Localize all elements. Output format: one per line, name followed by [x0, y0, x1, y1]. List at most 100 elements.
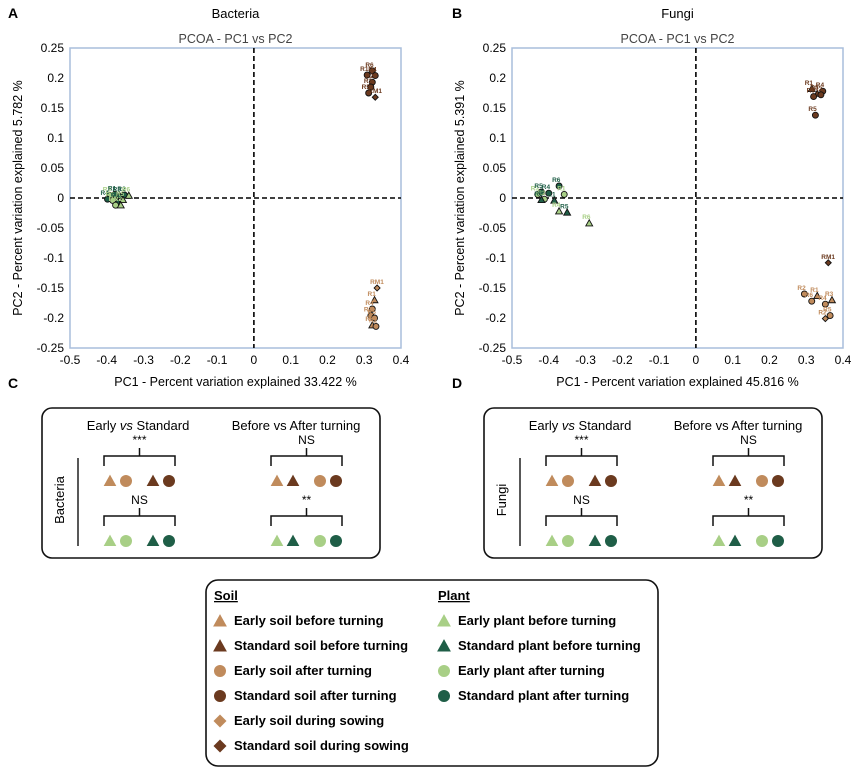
point-label: R4 — [368, 67, 377, 74]
y-tick-label: 0.2 — [47, 71, 64, 85]
bracket-plant-early-vs-standard-right — [149, 515, 176, 526]
comparison-heading-before-vs-after: Before vs After turning — [232, 418, 361, 433]
marker-standard-plant-after — [163, 535, 175, 547]
marker-standard-plant-after — [330, 535, 342, 547]
bracket-plant-before-vs-after-right — [758, 515, 785, 526]
y-tick-label: 0.15 — [483, 101, 507, 115]
x-tick-label: 0 — [693, 353, 700, 367]
data-point — [555, 182, 563, 190]
data-point — [371, 314, 378, 322]
x-tick-label: -0.2 — [612, 353, 633, 367]
marker-early-soil-after — [314, 475, 326, 487]
marker-early-plant-before — [270, 534, 284, 547]
y-axis-label: PC2 - Percent variation explained 5.782 … — [11, 80, 25, 316]
pcoa-chart-bacteria: A Bacteria PCOA - PC1 vs PC2 -0.5 -0.4 -0.3 -0… — [8, 5, 410, 389]
bracket-plant-before-vs-after-left — [270, 515, 297, 526]
point-label: R1 — [810, 287, 819, 294]
marker-standard-soil-after — [772, 475, 784, 487]
side-label: Fungi — [494, 484, 509, 517]
bracket-soil-before-vs-after-significance: NS — [298, 433, 315, 447]
data-point — [824, 259, 832, 267]
x-tick-label: 0 — [251, 353, 258, 367]
data-point — [124, 191, 134, 199]
bracket-soil-before-vs-after-right — [758, 455, 785, 466]
data-point — [370, 295, 379, 304]
x-tick-label: -0.4 — [538, 353, 559, 367]
legend-item-label: Early soil before turning — [234, 613, 384, 628]
point-label: RM1 — [821, 254, 835, 261]
data-point — [821, 300, 829, 308]
point-label: R6 — [365, 316, 374, 323]
point-label: R5 — [106, 191, 115, 198]
point-label: R2 — [369, 317, 378, 324]
y-tick-label: -0.2 — [43, 311, 64, 325]
bracket-soil-early-vs-standard-significance: *** — [132, 433, 146, 447]
y-tick-label: -0.15 — [479, 281, 507, 295]
legend-marker — [438, 665, 450, 677]
marker-standard-plant-after — [605, 535, 617, 547]
point-label: R3 — [103, 187, 112, 194]
data-point — [373, 284, 381, 292]
data-point — [367, 83, 375, 91]
legend-marker — [213, 614, 227, 627]
marker-standard-soil-after — [330, 475, 342, 487]
point-label: R6 — [122, 187, 131, 194]
data-point — [537, 195, 546, 204]
point-label: R3 — [531, 185, 540, 192]
point-label: R5 — [368, 309, 377, 316]
marker-early-soil-before — [712, 474, 726, 487]
legend-item-label: Standard soil after turning — [234, 688, 397, 703]
point-label: R5 — [362, 84, 371, 91]
y-tick-label: -0.05 — [37, 221, 65, 235]
bracket-soil-early-vs-standard-left — [545, 455, 572, 466]
bracket-soil-early-vs-standard-right — [149, 455, 176, 466]
comparison-panel-bacteria: C Early vs Standard Before vs After turnin… — [8, 375, 381, 559]
marker-standard-soil-before — [286, 474, 300, 487]
marker-early-plant-after — [562, 535, 574, 547]
point-label: R6 — [582, 214, 591, 221]
x-tick-label: 0.2 — [319, 353, 336, 367]
data-point — [363, 71, 371, 79]
x-axis-label: PC1 - Percent variation explained 45.816… — [556, 375, 799, 389]
bracket-soil-before-vs-after-right — [316, 455, 343, 466]
legend-marker — [438, 690, 450, 702]
y-tick-label: -0.1 — [485, 251, 506, 265]
x-tick-label: 0.1 — [282, 353, 299, 367]
x-tick-label: -0.3 — [575, 353, 596, 367]
x-axis-label: PC1 - Percent variation explained 33.422… — [114, 375, 357, 389]
point-label: R4 — [542, 184, 551, 191]
data-point — [372, 322, 380, 330]
bracket-soil-early-vs-standard-left — [103, 455, 130, 466]
point-label: R3 — [810, 85, 819, 92]
data-point — [826, 312, 834, 320]
panel-frame — [483, 407, 823, 559]
point-label: R1 — [368, 291, 377, 298]
point-label: R3 — [364, 307, 373, 314]
data-point — [585, 218, 594, 227]
point-label: R4 — [365, 300, 374, 307]
data-point — [807, 84, 816, 93]
point-label: R1 — [805, 80, 814, 87]
marker-standard-soil-after — [605, 475, 617, 487]
legend: Soil Plant Early soil before turning Standa… — [205, 579, 659, 767]
y-tick-label: 0.1 — [47, 131, 64, 145]
y-tick-label: 0.2 — [489, 71, 506, 85]
point-label: R1 — [360, 66, 369, 73]
marker-standard-soil-before — [146, 474, 160, 487]
bracket-plant-early-vs-standard-significance: NS — [573, 493, 590, 507]
legend-frame — [205, 579, 659, 767]
x-tick-label: -0.4 — [96, 353, 117, 367]
bracket-soil-before-vs-after-left — [712, 455, 739, 466]
y-tick-label: 0.05 — [483, 161, 507, 175]
point-label: R1 — [547, 191, 556, 198]
data-point — [118, 195, 128, 204]
point-label: R2 — [114, 196, 123, 203]
marker-early-soil-after — [120, 475, 132, 487]
y-tick-label: 0 — [57, 191, 64, 205]
legend-item-label: Early soil during sowing — [234, 713, 384, 728]
x-tick-label: -0.2 — [170, 353, 191, 367]
point-label: R6 — [805, 292, 814, 299]
data-point — [554, 206, 564, 215]
bracket-soil-before-vs-after-significance: NS — [740, 433, 757, 447]
x-tick-label: -0.1 — [649, 353, 670, 367]
